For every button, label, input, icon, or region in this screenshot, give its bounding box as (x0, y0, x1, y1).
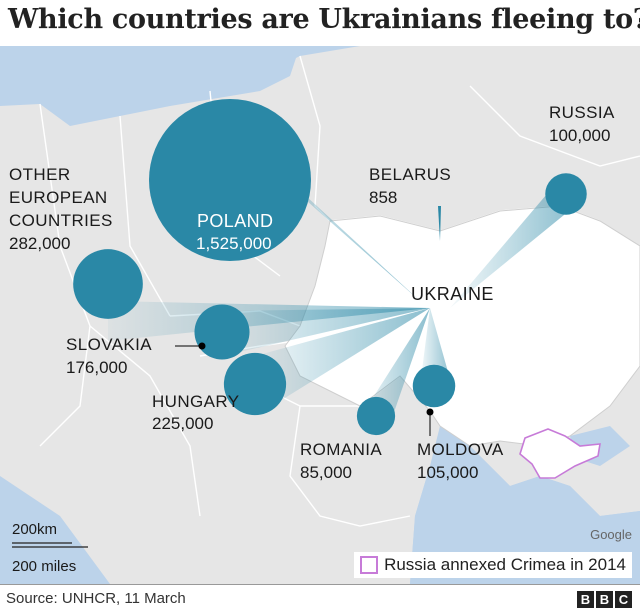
moldova-value: 105,000 (417, 463, 479, 482)
russia-bubble (545, 173, 587, 215)
flow-romania (360, 308, 430, 418)
hungary-bubble (223, 352, 287, 416)
hungary-value: 225,000 (152, 414, 214, 433)
other-europe-value: 282,000 (9, 234, 71, 253)
romania-bubble (356, 396, 396, 436)
russia-label: RUSSIA (549, 103, 615, 122)
ukraine-label: UKRAINE (411, 284, 494, 304)
hungary-label: HUNGARY (152, 392, 240, 411)
moldova-marker (426, 408, 434, 416)
other-bubble (73, 249, 143, 319)
poland-value: 1,525,000 (196, 234, 272, 253)
romania-value: 85,000 (300, 463, 352, 482)
other-europe-label-line1: OTHER (9, 165, 71, 184)
flow-russia (450, 181, 575, 308)
slovakia-bubble (194, 304, 250, 360)
chart-title: Which countries are Ukrainians fleeing t… (8, 4, 640, 35)
refugee-map (0, 46, 640, 584)
slovakia-marker (198, 342, 206, 350)
crimea-legend-swatch (360, 556, 379, 574)
scale-km-label: 200km (12, 521, 58, 538)
romania-label: ROMANIA (300, 440, 383, 459)
other-europe-label-line2: EUROPEAN (9, 188, 108, 207)
belarus-value: 858 (369, 188, 398, 207)
slovakia-value: 176,000 (66, 358, 128, 377)
refugee-bubbles (73, 99, 587, 436)
moldova-bubble (412, 364, 456, 408)
poland-label: POLAND (197, 211, 274, 231)
flow-belarus (438, 206, 441, 241)
bbc-logo: B B C (577, 591, 632, 608)
bbc-logo-c: C (615, 591, 632, 608)
moldova-label: MOLDOVA (417, 440, 504, 459)
footer-divider (0, 584, 640, 585)
source-note: Source: UNHCR, 11 March (6, 590, 186, 607)
google-credit: Google (590, 527, 632, 542)
crimea-legend-label: Russia annexed Crimea in 2014 (384, 555, 626, 574)
scale-bar (12, 542, 88, 548)
bbc-logo-b1: B (577, 591, 594, 608)
other-europe-label-line3: COUNTRIES (9, 211, 113, 230)
belarus-label: BELARUS (369, 165, 452, 184)
russia-value: 100,000 (549, 126, 611, 145)
crimea-outline (519, 428, 601, 479)
flow-hungary (255, 308, 430, 401)
scale-miles-label: 200 miles (12, 558, 77, 575)
slovakia-label: SLOVAKIA (66, 335, 153, 354)
refugee-flows (108, 126, 575, 418)
crimea-legend: Russia annexed Crimea in 2014 (354, 552, 632, 578)
bbc-logo-b2: B (596, 591, 613, 608)
flow-slovakia (222, 308, 430, 356)
poland-bubble (149, 99, 311, 261)
